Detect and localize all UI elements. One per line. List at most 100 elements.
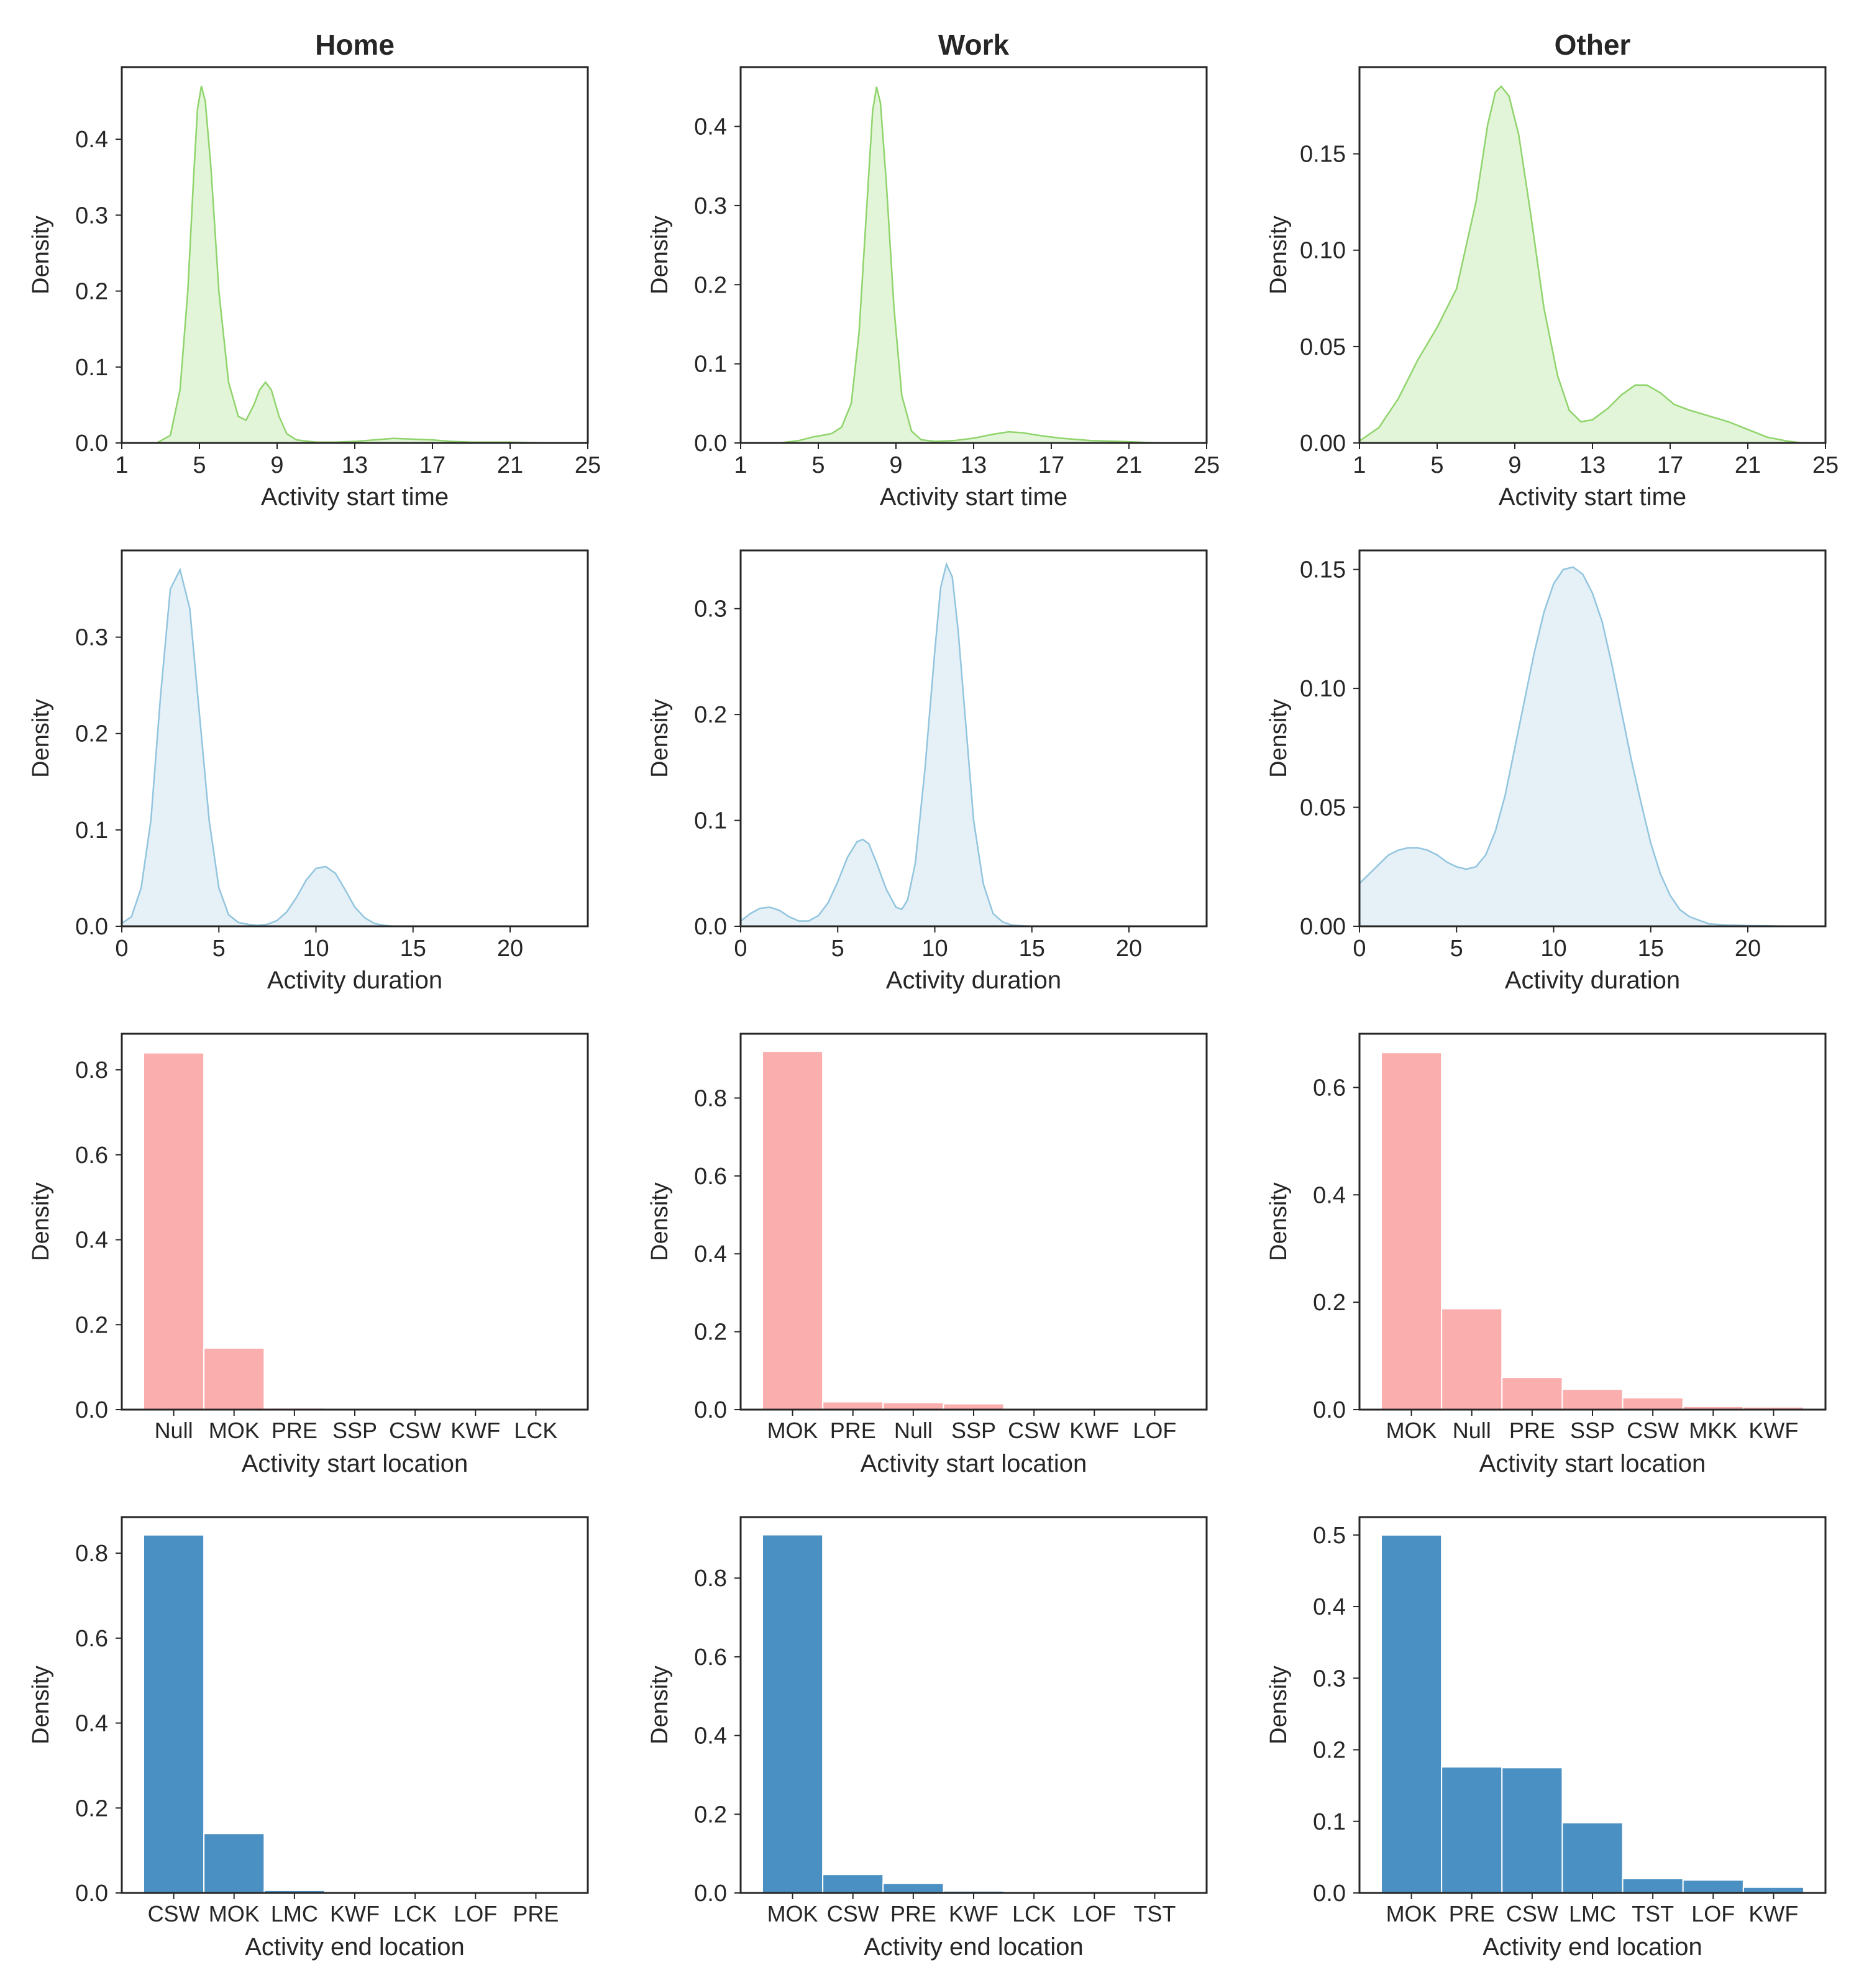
x-category-label: LOF [1133, 1418, 1176, 1443]
x-tick-label: 1 [1353, 452, 1366, 478]
y-axis-label: Density [1266, 1666, 1292, 1744]
y-tick-label: 0.2 [694, 1320, 727, 1346]
y-tick-label: 0.0 [1313, 1881, 1346, 1907]
density-fill [122, 570, 413, 926]
bar [1381, 1534, 1443, 1894]
x-category-label: PRE [1509, 1418, 1555, 1443]
y-axis-label: Density [1266, 699, 1292, 778]
x-category-label: CSW [389, 1418, 441, 1443]
panel-work-activity-duration: 0.0 0.1 0.2 0.3 0 5 10 15 20 Activity duration Den… [647, 549, 1208, 994]
panel-other-activity-start-time: Other 0.00 0.05 0.10 0.15 1 5 9 13 17 21 25 Activity… [1266, 29, 1839, 511]
density-fill [741, 564, 1032, 926]
x-tick-label: 0 [115, 936, 128, 962]
y-tick-label: 0.4 [1313, 1594, 1346, 1620]
x-tick-label: 5 [811, 452, 825, 478]
x-axis-label: Activity duration [267, 967, 442, 994]
x-category-label: MOK [767, 1418, 818, 1443]
x-category-label: MOK [1386, 1418, 1437, 1443]
density-curve [121, 567, 413, 928]
y-tick-label: 0.3 [1313, 1666, 1346, 1692]
x-tick-label: 5 [193, 452, 206, 478]
bar [1561, 1388, 1624, 1411]
y-tick-label: 0.2 [694, 702, 727, 728]
plot-frame [121, 66, 589, 444]
bar [203, 1833, 265, 1894]
y-tick-label: 0.3 [694, 193, 727, 219]
y-axis-label: Density [1266, 1182, 1292, 1261]
panel-other-activity-end-location: 0.0 0.1 0.2 0.3 0.4 0.5 MOK PRE CSW LMC TST LOF KWF A… [1266, 1516, 1827, 1961]
y-tick-label: 0.6 [75, 1142, 108, 1169]
bar [143, 1534, 205, 1894]
x-category-label: Null [155, 1418, 193, 1443]
y-tick-label: 0.0 [75, 1881, 108, 1907]
x-category-label: MKK [1689, 1418, 1737, 1443]
x-tick-label: 13 [961, 452, 987, 478]
y-tick-label: 0.1 [1313, 1809, 1346, 1835]
x-category-label: LOF [454, 1901, 497, 1926]
panel-work-activity-start-time: Work 0.0 0.1 0.2 0.3 0.4 1 5 9 13 17 21 25 Activity s… [647, 29, 1220, 511]
x-category-label: MOK [767, 1901, 818, 1926]
x-tick-label: 13 [342, 452, 368, 478]
x-axis-label: Activity duration [1505, 967, 1680, 994]
x-category-label: KWF [1748, 1901, 1798, 1926]
x-tick-label: 25 [575, 452, 601, 478]
x-category-label: TST [1133, 1901, 1176, 1926]
plot-frame [1358, 1033, 1827, 1411]
y-tick-label: 0.3 [694, 596, 727, 622]
x-tick-label: 1 [115, 452, 128, 478]
x-category-label: KWF [450, 1418, 500, 1443]
y-tick-label: 0.4 [75, 1228, 108, 1254]
x-category-label: LCK [514, 1418, 557, 1443]
x-tick-label: 20 [1116, 936, 1142, 962]
y-tick-label: 0.2 [1313, 1738, 1346, 1764]
bar [762, 1534, 824, 1894]
plot-frame [739, 66, 1208, 444]
plot-frame [121, 1516, 589, 1894]
x-tick-label: 10 [303, 936, 329, 962]
x-tick-label: 21 [1116, 452, 1142, 478]
bar [1441, 1766, 1503, 1894]
y-tick-label: 0.15 [1300, 142, 1346, 168]
x-tick-label: 20 [497, 936, 523, 962]
x-category-label: KWF [949, 1901, 998, 1926]
x-category-label: SSP [951, 1418, 996, 1443]
x-category-label: CSW [1008, 1418, 1060, 1443]
panel-home-activity-start-time: Home 0.0 0.1 0.2 0.3 0.4 1 5 9 13 17 21 25 Activity s… [28, 29, 601, 511]
x-tick-label: 1 [734, 452, 747, 478]
x-tick-label: 17 [419, 452, 445, 478]
x-tick-label: 5 [1430, 452, 1443, 478]
plot-frame [739, 1033, 1208, 1411]
y-tick-label: 0.1 [694, 352, 727, 378]
x-category-label: PRE [890, 1901, 936, 1926]
y-tick-label: 0.6 [75, 1626, 108, 1652]
x-tick-label: 0 [1353, 936, 1366, 962]
panel-other-activity-duration: 0.00 0.05 0.10 0.15 0 5 10 15 20 Activity duratio… [1266, 549, 1827, 994]
x-tick-label: 21 [1735, 452, 1761, 478]
x-tick-label: 5 [1450, 936, 1463, 962]
x-category-label: PRE [1449, 1901, 1495, 1926]
y-axis-label: Density [647, 216, 673, 294]
x-tick-label: 5 [212, 936, 226, 962]
x-tick-label: 15 [400, 936, 426, 962]
y-axis-label: Density [1266, 216, 1292, 294]
y-tick-label: 0.05 [1300, 795, 1346, 821]
bar [1682, 1879, 1744, 1894]
x-category-label: LOF [1691, 1901, 1735, 1926]
y-tick-label: 0.00 [1300, 431, 1346, 457]
y-tick-label: 0.8 [75, 1541, 108, 1567]
x-category-label: CSW [1627, 1418, 1679, 1443]
y-tick-label: 0.2 [694, 1802, 727, 1828]
y-tick-label: 0.5 [1313, 1523, 1346, 1549]
y-tick-label: 0.4 [694, 1723, 727, 1749]
bar [1501, 1377, 1563, 1410]
y-tick-label: 0.0 [694, 431, 727, 457]
y-tick-label: 0.4 [75, 127, 108, 153]
x-axis-label: Activity duration [886, 967, 1061, 994]
x-tick-label: 9 [270, 452, 283, 478]
y-tick-label: 0.6 [1313, 1075, 1346, 1101]
panel-work-activity-end-location: 0.0 0.2 0.4 0.6 0.8 MOK CSW PRE KWF LCK LOF TST Acti… [647, 1516, 1208, 1961]
x-axis-label: Activity start location [861, 1450, 1087, 1477]
y-axis-label: Density [28, 1666, 54, 1744]
x-category-label: LCK [1012, 1901, 1056, 1926]
x-tick-label: 0 [734, 936, 747, 962]
